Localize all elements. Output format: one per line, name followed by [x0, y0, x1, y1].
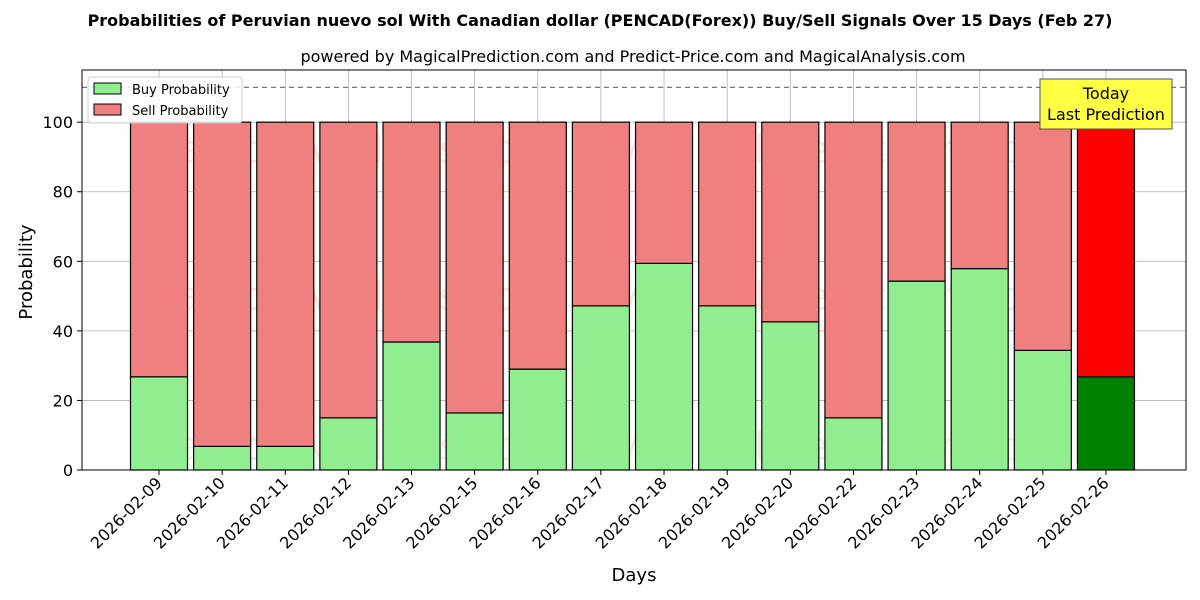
today-annotation: Today Last Prediction	[1039, 78, 1173, 130]
bars	[129, 121, 1136, 471]
bar-sell	[761, 121, 820, 323]
chart-subtitle: powered by MagicalPrediction.com and Pre…	[300, 47, 965, 66]
annotation-text: Today	[1082, 84, 1129, 103]
bar-sell	[824, 121, 883, 419]
bar-buy	[1013, 349, 1072, 471]
bar-sell	[950, 121, 1009, 270]
bar-sell	[887, 121, 946, 282]
bar-sell	[1076, 121, 1136, 378]
y-tick-label: 0	[63, 461, 73, 480]
bar-sell	[319, 121, 378, 419]
y-tick-label: 60	[53, 252, 73, 271]
bar-sell	[634, 121, 694, 264]
legend-box	[87, 76, 243, 124]
legend-label: Sell Probability	[132, 104, 229, 119]
bar-sell	[571, 121, 631, 307]
bar-sell	[193, 121, 252, 447]
bar-buy	[1076, 376, 1136, 471]
bar-sell	[1013, 121, 1072, 351]
bar-buy	[129, 376, 189, 471]
bar-sell	[256, 121, 315, 447]
bar-buy	[256, 445, 315, 471]
bar-sell	[382, 121, 441, 343]
bar-buy	[382, 341, 441, 471]
bar-buy	[950, 268, 1009, 471]
y-axis-label: Probability	[16, 224, 37, 319]
bar-sell	[508, 121, 567, 370]
legend-swatch	[93, 82, 122, 95]
bar-sell	[445, 121, 504, 414]
bar-buy	[445, 412, 504, 471]
annotation-text: Last Prediction	[1047, 105, 1165, 124]
bar-buy	[887, 280, 946, 471]
legend-swatch	[93, 103, 122, 116]
y-axis: 0 20 40 60 80 100	[42, 113, 82, 480]
y-tick-label: 100	[42, 113, 73, 132]
y-tick-label: 20	[53, 391, 73, 410]
x-axis-label: Days	[612, 565, 657, 586]
bar-buy	[508, 368, 567, 471]
bar-buy	[319, 417, 378, 471]
bar-sell	[129, 121, 189, 378]
chart-title: Probabilities of Peruvian nuevo sol With…	[88, 11, 1113, 30]
bar-buy	[698, 305, 757, 471]
bar-buy	[824, 417, 883, 471]
y-tick-label: 40	[53, 322, 73, 341]
legend-label: Buy Probability	[132, 83, 230, 98]
bar-buy	[193, 445, 252, 471]
x-axis: 2026-02-092026-02-102026-02-112026-02-12…	[87, 470, 1113, 553]
bar-buy	[571, 305, 631, 471]
y-tick-label: 80	[53, 183, 73, 202]
legend: Buy Probability Sell Probability	[87, 76, 243, 124]
bar-buy	[634, 262, 694, 471]
plot-frame	[81, 69, 1187, 471]
bar-buy	[761, 321, 820, 471]
bar-sell	[698, 121, 757, 307]
annotation-box	[1039, 78, 1173, 130]
